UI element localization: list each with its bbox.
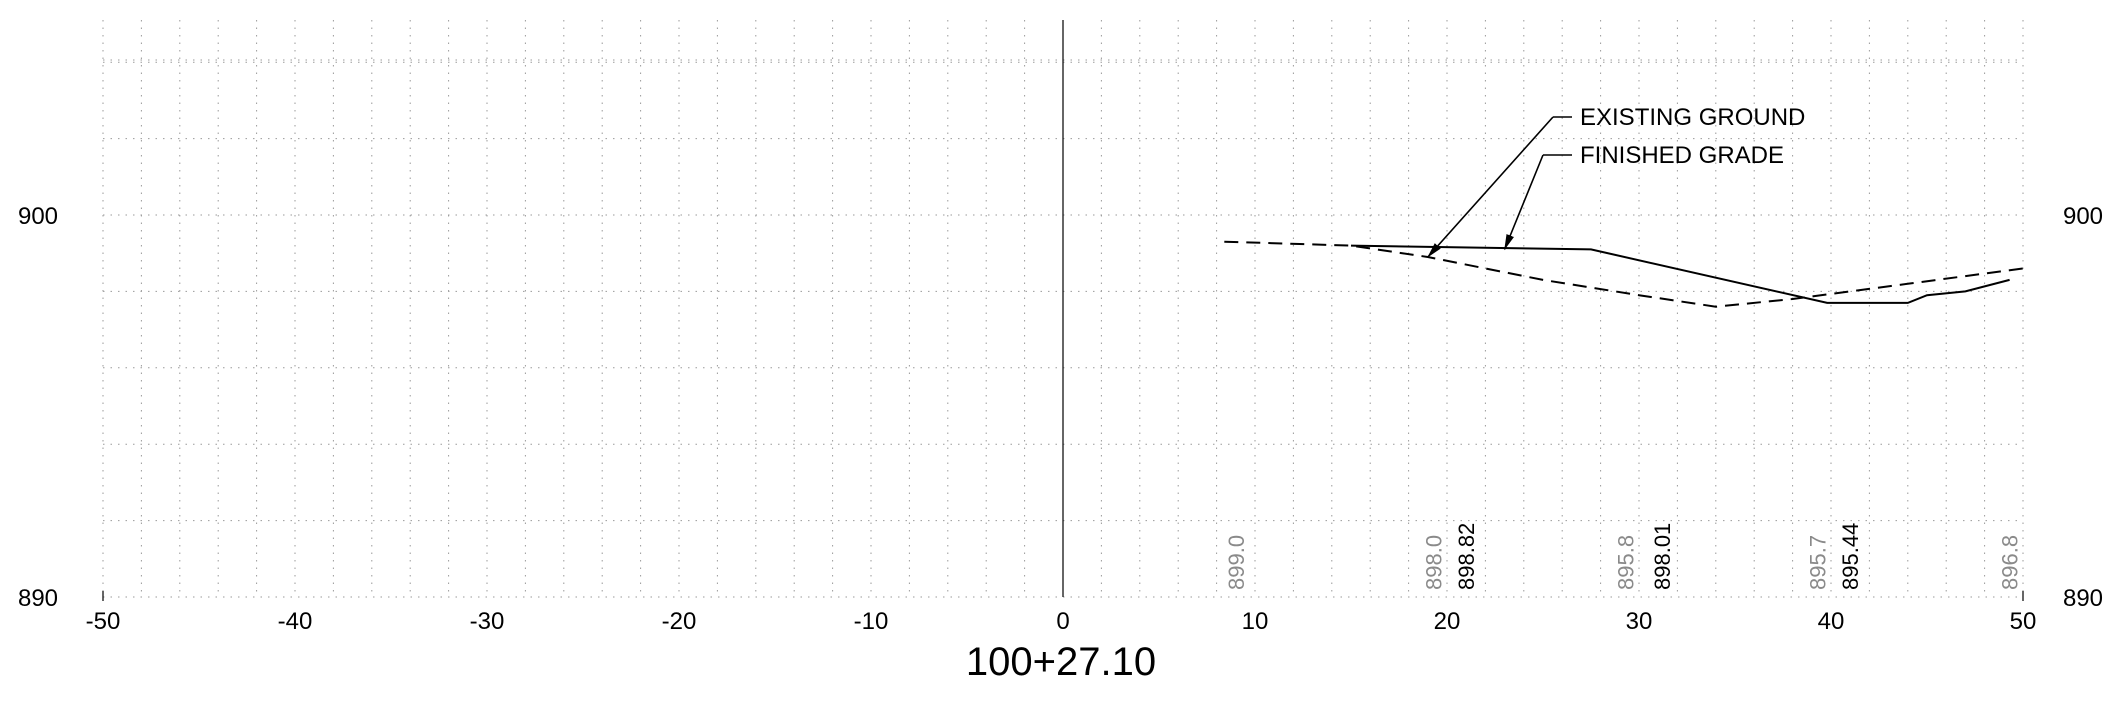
x-tick-label: 50 bbox=[2010, 608, 2037, 635]
elevation-label: 895.44 bbox=[1838, 523, 1863, 590]
y-tick-label-left: 900 bbox=[18, 203, 58, 230]
x-tick-label: 0 bbox=[1056, 608, 1069, 635]
elevation-label: 896.8 bbox=[1998, 535, 2023, 590]
legend-arrow bbox=[1503, 154, 1544, 251]
labels: 899.0 898.0 898.82 895.8 898.01 895.7 895.44 89… bbox=[1224, 523, 2023, 590]
station-label: 100+27.10 bbox=[966, 640, 1156, 684]
series bbox=[1224, 240, 2024, 308]
existing-ground-line bbox=[1224, 240, 2024, 308]
x-tick-label: -50 bbox=[86, 608, 121, 635]
y-tick-label-left: 890 bbox=[18, 585, 58, 612]
elevation-label: 899.0 bbox=[1224, 535, 1249, 590]
legend-arrow bbox=[1427, 116, 1554, 258]
y-tick-label-right: 890 bbox=[2063, 585, 2103, 612]
x-tick-label: 10 bbox=[1242, 608, 1269, 635]
elevation-label: 895.7 bbox=[1806, 535, 1831, 590]
y-tick-label-right: 900 bbox=[2063, 203, 2103, 230]
x-tick-label: 40 bbox=[1818, 608, 1845, 635]
elevation-label: 898.82 bbox=[1454, 523, 1479, 590]
x-tick-label: 20 bbox=[1434, 608, 1461, 635]
x-tick-label: 30 bbox=[1626, 608, 1653, 635]
elevation-label: 898.01 bbox=[1650, 523, 1675, 590]
x-tick-label: -10 bbox=[854, 608, 889, 635]
x-tick-label: -40 bbox=[278, 608, 313, 635]
finished-grade-line bbox=[1350, 244, 2010, 304]
legend-label: FINISHED GRADE bbox=[1580, 142, 1784, 169]
legend: EXISTING GROUND FINISHED GRADE bbox=[1427, 104, 1805, 258]
elevation-label: 898.0 bbox=[1422, 535, 1447, 590]
x-tick-label: -30 bbox=[470, 608, 505, 635]
elevation-label: 895.8 bbox=[1614, 535, 1639, 590]
legend-label: EXISTING GROUND bbox=[1580, 104, 1805, 131]
x-tick-label: -20 bbox=[662, 608, 697, 635]
axes: -50 -40 -30 -20 -10 0 10 20 30 40 50 890 890 900 900 bbox=[18, 20, 2103, 635]
